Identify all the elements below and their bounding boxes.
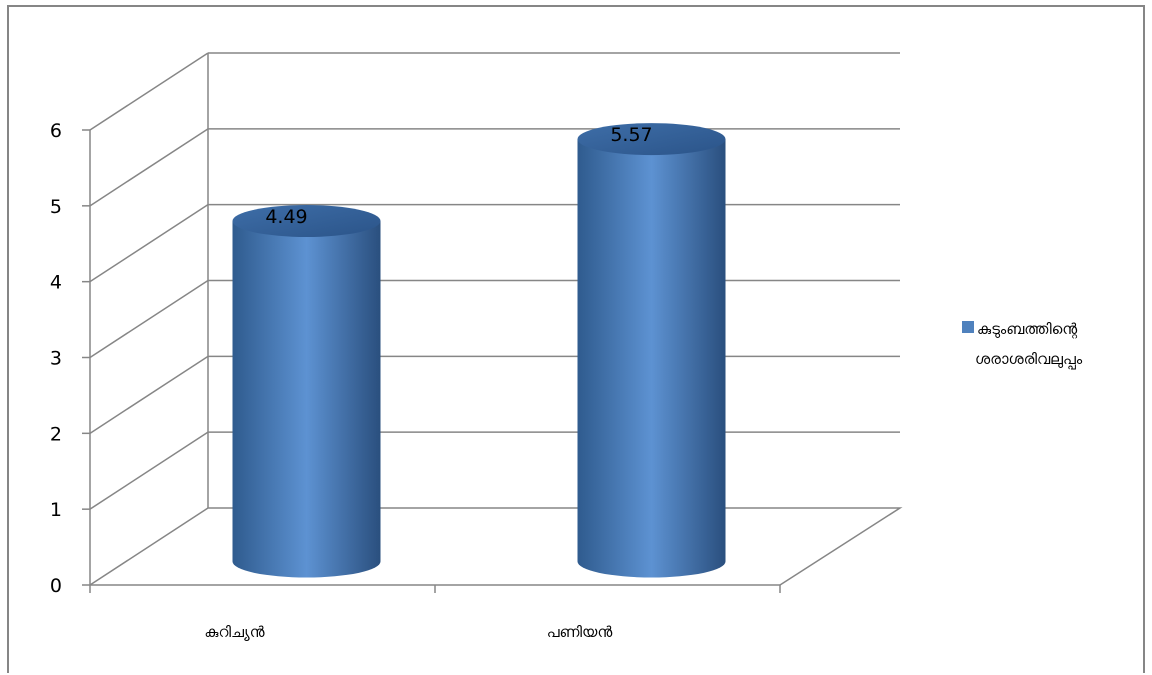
x-axis-labels: കുറിച്യൻ പണിയൻ [204,623,612,641]
category-label: പണിയൻ [547,623,613,641]
gridline-diagonal [89,431,209,510]
gridlines [89,52,900,510]
chart-walls [89,53,903,593]
bar-cylinder: 5.57 [577,123,726,578]
legend-label: കുടുംബത്തിന്റെ [977,320,1077,339]
y-tick-label: 3 [50,348,62,370]
chart-frame [7,5,1145,673]
legend-swatch [962,321,974,333]
legend: കുടുംബത്തിന്റെ ശരാശരിവലുപ്പം [962,320,1083,370]
data-label: 5.57 [610,124,652,146]
bar-top [232,205,381,238]
y-tick-label: 2 [50,423,62,445]
gridline-diagonal [89,52,209,131]
gridline-diagonal [89,355,209,434]
y-axis-ticks: 0 1 2 3 4 5 6 [50,120,90,597]
gridline-diagonal [89,128,209,207]
bar-body [577,139,726,578]
y-tick-label: 4 [50,272,62,294]
gridline-diagonal [89,204,209,283]
y-tick-label: 0 [50,575,62,597]
gridline-diagonal [89,279,209,359]
y-tick-label: 5 [50,196,62,218]
bar-body [232,221,381,578]
data-label: 4.49 [265,206,307,228]
y-tick-label: 1 [50,499,62,521]
bar-top [577,123,726,156]
bars: 4.49 5.57 [232,123,726,578]
y-tick-label: 6 [50,120,62,142]
floor-outline [89,507,903,586]
bar-cylinder: 4.49 [232,205,381,578]
category-label: കുറിച്യൻ [204,623,264,641]
legend-label: ശരാശരിവലുപ്പം [975,350,1083,370]
